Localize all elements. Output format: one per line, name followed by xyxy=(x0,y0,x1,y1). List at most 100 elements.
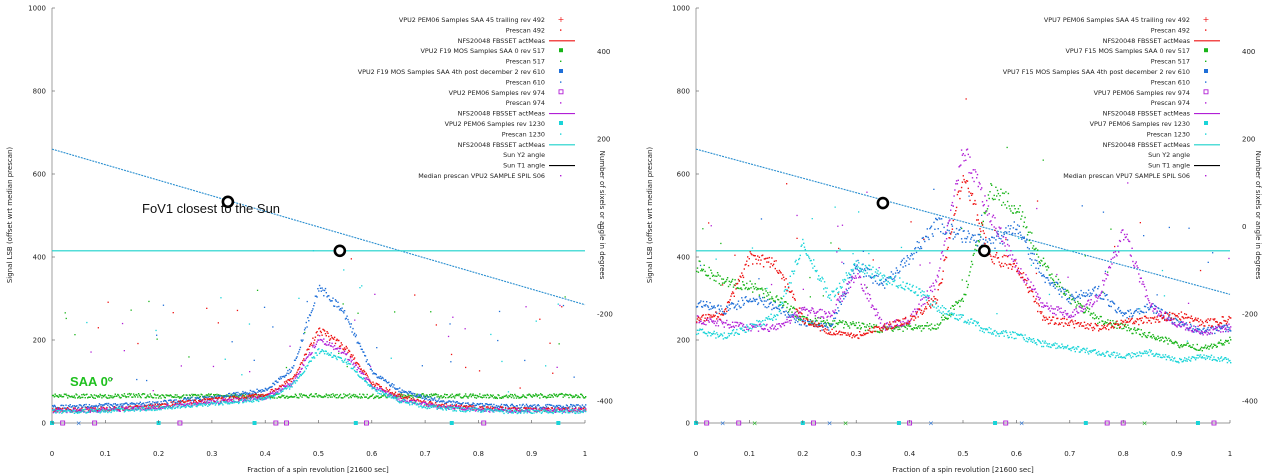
data-point-blue xyxy=(1087,293,1089,295)
data-point-cyan xyxy=(308,361,310,364)
data-point-cyan xyxy=(66,410,68,412)
data-point-red xyxy=(436,405,438,407)
data-point-blue xyxy=(819,325,822,327)
data-point-cyan xyxy=(170,407,172,409)
data-point-green xyxy=(549,393,551,396)
data-point-green xyxy=(297,396,299,399)
outlier-point-cyan xyxy=(490,333,492,336)
data-point-blue xyxy=(1161,309,1163,311)
data-point-red xyxy=(190,402,192,404)
data-point-cyan xyxy=(547,412,549,414)
data-point-green xyxy=(136,394,138,396)
data-point-green xyxy=(498,394,500,397)
data-point-blue xyxy=(1039,265,1041,267)
data-point-blue xyxy=(437,400,439,402)
data-point-green xyxy=(1208,348,1210,350)
data-point-blue xyxy=(574,405,576,407)
data-point-green xyxy=(811,321,813,324)
data-point-blue xyxy=(428,396,430,398)
data-point-blue xyxy=(930,226,932,229)
data-point-blue xyxy=(404,391,407,393)
data-point-green xyxy=(730,281,732,283)
data-point-blue xyxy=(233,392,236,395)
data-point-green xyxy=(763,296,766,299)
data-point-green xyxy=(866,324,868,326)
data-point-green xyxy=(562,396,564,398)
data-point-cyan xyxy=(583,409,585,411)
data-point-purple xyxy=(183,404,185,406)
data-point-purple xyxy=(360,372,362,375)
data-point-blue xyxy=(1191,329,1193,332)
data-point-red xyxy=(343,349,345,351)
data-point-cyan xyxy=(234,401,237,403)
data-point-green xyxy=(1189,346,1192,348)
data-point-green xyxy=(176,394,178,396)
data-point-green xyxy=(473,394,475,397)
data-point-blue xyxy=(1065,293,1067,295)
data-point-red xyxy=(413,398,415,400)
data-point-blue xyxy=(738,305,740,307)
data-point-blue xyxy=(1106,294,1108,296)
data-point-cyan xyxy=(447,406,449,408)
data-point-cyan xyxy=(463,410,465,413)
data-point-green xyxy=(454,395,457,397)
legend-entry-label: Sun Y2 angle xyxy=(503,151,545,159)
data-point-green xyxy=(699,260,701,263)
data-point-purple xyxy=(412,399,414,401)
data-point-green xyxy=(754,283,756,285)
data-point-blue xyxy=(1103,292,1106,295)
data-point-green xyxy=(504,395,507,397)
data-point-green xyxy=(766,295,768,297)
data-point-blue xyxy=(1189,323,1192,326)
data-point-green xyxy=(303,394,306,397)
data-point-red xyxy=(220,397,222,400)
data-point-cyan xyxy=(347,360,349,363)
data-point-green xyxy=(475,397,478,399)
data-point-purple xyxy=(696,315,699,317)
data-point-purple xyxy=(114,407,116,410)
data-point-cyan xyxy=(210,401,212,404)
bottom-marker-open-square xyxy=(273,420,279,426)
data-point-blue xyxy=(988,238,990,240)
data-point-purple xyxy=(862,289,864,292)
data-point-blue xyxy=(1152,303,1154,305)
data-point-red xyxy=(187,399,189,402)
data-point-cyan xyxy=(322,350,324,352)
data-point-cyan xyxy=(441,407,443,410)
data-point-cyan xyxy=(270,395,272,397)
data-point-green xyxy=(872,326,874,328)
outlier-point-blue xyxy=(1102,211,1105,213)
data-point-green xyxy=(216,393,218,396)
data-point-cyan xyxy=(232,402,234,404)
data-point-green xyxy=(343,393,345,395)
outlier-point-blue xyxy=(449,323,451,325)
data-point-green xyxy=(353,393,355,396)
data-point-green xyxy=(787,303,789,305)
data-point-purple xyxy=(99,410,101,412)
data-point-cyan xyxy=(379,393,381,395)
data-point-cyan xyxy=(524,411,527,413)
data-point-red xyxy=(348,349,350,352)
data-point-green xyxy=(982,220,984,223)
data-point-blue xyxy=(566,405,568,407)
data-point-cyan xyxy=(402,398,404,401)
data-point-purple xyxy=(492,411,494,413)
data-point-cyan xyxy=(57,410,60,412)
data-point-blue xyxy=(387,382,389,384)
data-point-blue xyxy=(876,282,878,285)
data-point-blue xyxy=(1011,232,1014,234)
data-point-purple xyxy=(704,320,706,322)
data-point-blue xyxy=(1084,295,1086,298)
data-point-red xyxy=(211,399,213,401)
data-point-purple xyxy=(746,328,748,330)
bottom-marker-open-square xyxy=(481,420,487,426)
data-point-red xyxy=(203,401,205,404)
data-point-red xyxy=(323,329,325,331)
data-point-blue xyxy=(366,359,368,361)
data-point-blue xyxy=(239,394,242,397)
data-point-blue xyxy=(1189,326,1191,329)
data-point-blue xyxy=(859,267,862,270)
data-point-purple xyxy=(309,354,312,356)
data-point-blue xyxy=(713,305,715,307)
data-point-green xyxy=(438,396,440,398)
